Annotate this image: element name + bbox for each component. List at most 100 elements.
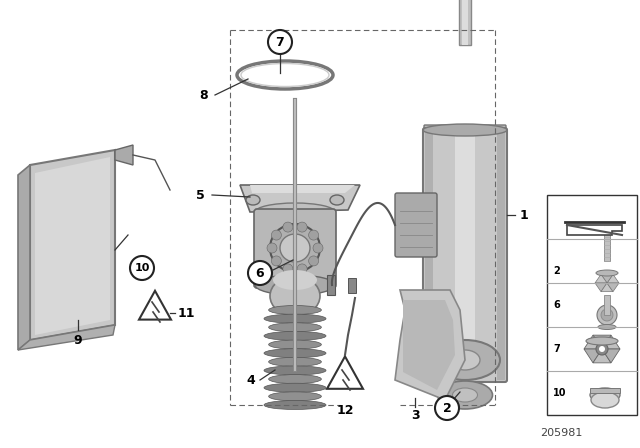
Ellipse shape: [270, 224, 320, 272]
Circle shape: [308, 230, 319, 240]
Circle shape: [599, 346, 605, 352]
Text: 7: 7: [553, 344, 560, 354]
Bar: [604, 231, 610, 261]
Ellipse shape: [269, 375, 321, 383]
Bar: [462, 0, 468, 45]
Polygon shape: [602, 335, 620, 349]
Polygon shape: [593, 335, 611, 349]
Ellipse shape: [598, 324, 616, 329]
Ellipse shape: [452, 388, 477, 402]
Ellipse shape: [591, 392, 619, 408]
Circle shape: [313, 243, 323, 253]
Ellipse shape: [269, 358, 321, 366]
Polygon shape: [115, 145, 133, 165]
Circle shape: [597, 305, 617, 325]
Ellipse shape: [269, 340, 321, 349]
FancyBboxPatch shape: [424, 125, 506, 131]
Polygon shape: [30, 150, 115, 340]
Ellipse shape: [255, 203, 335, 221]
Text: 8: 8: [200, 89, 208, 102]
Polygon shape: [607, 283, 619, 292]
Polygon shape: [139, 291, 171, 319]
Polygon shape: [601, 283, 613, 292]
Polygon shape: [240, 185, 360, 212]
Polygon shape: [595, 283, 607, 292]
Text: 6: 6: [553, 300, 560, 310]
Polygon shape: [584, 349, 602, 363]
Ellipse shape: [246, 195, 260, 205]
Bar: [547, 195, 637, 415]
Polygon shape: [18, 165, 30, 350]
FancyBboxPatch shape: [423, 128, 507, 382]
Ellipse shape: [450, 350, 480, 370]
Text: 6: 6: [256, 267, 264, 280]
Ellipse shape: [264, 383, 326, 392]
Polygon shape: [602, 349, 620, 363]
FancyBboxPatch shape: [395, 193, 437, 257]
Polygon shape: [584, 335, 602, 349]
Circle shape: [283, 222, 293, 232]
Polygon shape: [601, 274, 613, 283]
Circle shape: [297, 222, 307, 232]
Text: 11: 11: [178, 306, 195, 319]
Polygon shape: [327, 357, 363, 389]
Text: 10: 10: [553, 388, 566, 398]
Circle shape: [248, 261, 272, 285]
Ellipse shape: [430, 340, 500, 380]
Bar: [590, 388, 620, 393]
Bar: [604, 295, 610, 315]
Text: 4: 4: [246, 374, 255, 387]
Polygon shape: [593, 349, 611, 363]
Ellipse shape: [596, 270, 618, 276]
Ellipse shape: [264, 332, 326, 340]
Ellipse shape: [264, 366, 326, 375]
Ellipse shape: [330, 195, 344, 205]
Ellipse shape: [586, 337, 618, 345]
Circle shape: [271, 230, 282, 240]
Text: 2: 2: [553, 266, 560, 276]
Bar: [348, 278, 356, 293]
Text: 3: 3: [411, 409, 419, 422]
Bar: [455, 130, 475, 378]
Ellipse shape: [264, 314, 326, 323]
Bar: [327, 275, 335, 295]
Text: 205981: 205981: [540, 428, 582, 438]
Polygon shape: [250, 185, 355, 193]
Text: 9: 9: [74, 333, 83, 346]
Circle shape: [267, 243, 277, 253]
Text: 12: 12: [336, 404, 354, 417]
Ellipse shape: [269, 392, 321, 401]
Ellipse shape: [264, 401, 326, 409]
Ellipse shape: [269, 323, 321, 332]
Ellipse shape: [280, 234, 310, 262]
Polygon shape: [403, 300, 455, 390]
Ellipse shape: [273, 270, 317, 290]
Circle shape: [283, 264, 293, 274]
Text: 1: 1: [520, 208, 529, 221]
Bar: [497, 130, 505, 380]
Circle shape: [130, 256, 154, 280]
Text: 5: 5: [196, 189, 205, 202]
Polygon shape: [567, 225, 622, 235]
Ellipse shape: [264, 349, 326, 358]
Ellipse shape: [590, 388, 620, 402]
Text: 10: 10: [134, 263, 150, 273]
Polygon shape: [595, 274, 607, 283]
Polygon shape: [35, 157, 110, 335]
Circle shape: [271, 256, 282, 266]
Circle shape: [596, 343, 608, 355]
Ellipse shape: [423, 124, 507, 136]
Bar: [425, 130, 433, 380]
Circle shape: [297, 264, 307, 274]
Ellipse shape: [269, 306, 321, 314]
Ellipse shape: [438, 381, 493, 409]
Circle shape: [435, 396, 459, 420]
Circle shape: [308, 256, 319, 266]
Polygon shape: [607, 274, 619, 283]
Ellipse shape: [270, 276, 320, 316]
Text: 7: 7: [276, 35, 284, 48]
Circle shape: [601, 309, 613, 321]
Polygon shape: [395, 290, 465, 400]
Ellipse shape: [255, 275, 335, 295]
Polygon shape: [18, 325, 115, 350]
